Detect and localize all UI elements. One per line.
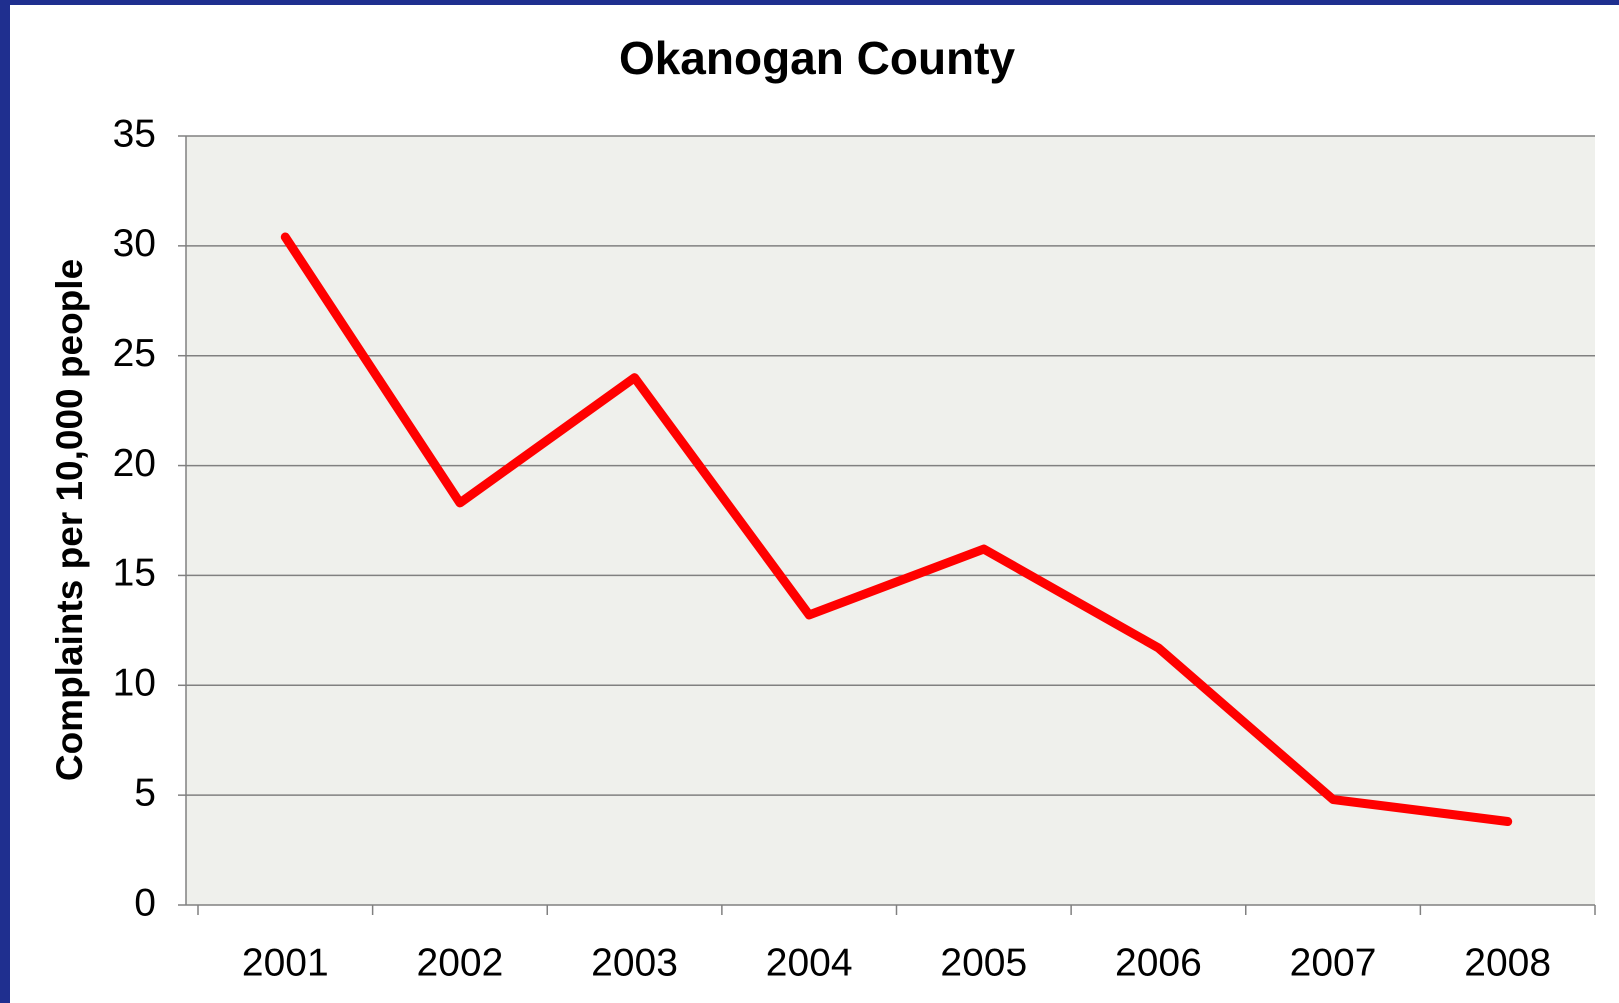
chart-title: Okanogan County — [619, 32, 1016, 84]
x-tick-label: 2008 — [1464, 941, 1551, 984]
data-line — [280, 232, 1513, 827]
y-tick-label: 35 — [113, 112, 156, 155]
y-tick-label: 0 — [134, 881, 156, 924]
x-tick-label: 2005 — [940, 941, 1027, 984]
x-tick-label: 2003 — [591, 941, 678, 984]
frame-top — [0, 0, 1619, 5]
y-tick-label: 10 — [113, 662, 156, 705]
x-tick-label: 2001 — [242, 941, 329, 984]
y-tick-label: 15 — [113, 552, 156, 595]
plot-area — [186, 136, 1595, 905]
x-tick-label: 2006 — [1115, 941, 1202, 984]
y-axis-label: Complaints per 10,000 people — [49, 259, 90, 781]
y-tick-label: 30 — [113, 222, 156, 265]
y-tick-label: 20 — [113, 442, 156, 485]
x-tick-label: 2007 — [1290, 941, 1377, 984]
x-tick-label: 2004 — [766, 941, 853, 984]
frame-left — [0, 0, 10, 1003]
y-tick-label: 25 — [113, 332, 156, 375]
x-tick-label: 2002 — [417, 941, 504, 984]
y-tick-label: 5 — [134, 771, 156, 814]
